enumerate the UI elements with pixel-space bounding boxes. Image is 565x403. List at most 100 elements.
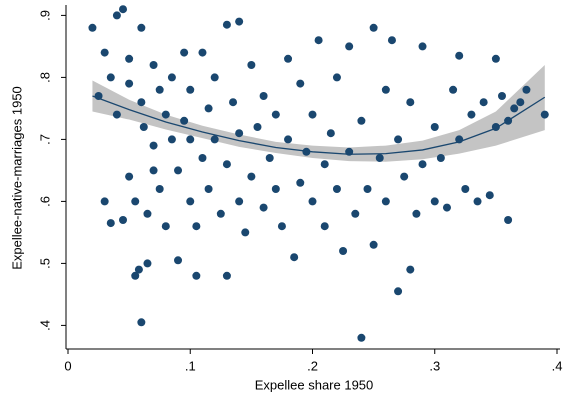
confidence-band [92,65,545,162]
point [253,123,262,131]
y-tick-label: .4 [37,320,52,331]
point [210,135,219,144]
point [412,209,421,218]
x-tick-label: .1 [185,358,196,373]
point [131,271,140,280]
point [241,228,250,237]
point [125,79,134,88]
point [418,42,427,51]
point [247,172,256,181]
y-axis-title: Expellee-native-marriages 1950 [9,86,24,270]
point [363,185,372,193]
point [406,98,415,107]
point [284,54,293,63]
point [461,185,470,193]
point [277,222,286,231]
point [125,54,134,63]
point [290,253,299,262]
point [180,116,189,125]
point [235,17,244,26]
point [381,197,390,206]
point [186,135,195,144]
point [180,48,189,57]
point [137,318,146,327]
point [143,209,152,218]
point [204,104,213,113]
point [406,265,415,274]
point [442,203,451,212]
point [430,123,439,131]
point [149,166,158,175]
x-tick-label: .3 [429,358,440,373]
point [137,23,146,32]
point [381,85,390,94]
point [161,222,170,231]
y-tick-label: .5 [37,258,52,269]
point [436,154,445,162]
y-tick-label: .8 [37,72,52,83]
point [174,166,183,175]
point [271,185,280,193]
point [345,42,354,51]
point [216,209,225,218]
point [167,73,176,82]
point [332,185,341,193]
x-tick-label: .4 [552,358,563,373]
point [100,197,109,206]
point [210,73,219,82]
point [430,197,439,206]
point [222,271,231,280]
point [112,110,121,119]
point [204,185,213,193]
point [320,160,329,169]
point [491,54,500,63]
y-tick-label: .6 [37,196,52,207]
point [308,197,317,206]
point [271,110,280,119]
point [112,11,121,20]
point [320,222,329,231]
point [387,36,396,45]
point [192,271,201,280]
point [88,23,97,32]
point [106,219,115,228]
point [265,154,274,162]
point [143,259,152,268]
point [314,36,323,45]
point [473,197,482,206]
point [485,191,494,200]
point [504,216,513,224]
point [296,79,305,88]
point [418,160,427,169]
point [296,178,305,187]
point [229,98,238,107]
point [119,5,128,14]
point [235,129,244,138]
point [467,110,476,119]
point [332,73,341,82]
fit-line [92,95,546,155]
point [400,172,409,181]
point [134,265,143,274]
y-tick-label: .7 [37,134,52,145]
point [235,197,244,206]
point [222,20,231,29]
point [369,240,378,249]
point [198,154,207,162]
y-tick-label: .9 [37,10,52,21]
point [247,61,256,69]
point [155,185,164,193]
point [137,98,146,107]
point [119,216,128,224]
point [455,51,464,60]
point [357,333,366,342]
point [516,98,525,107]
point [149,61,158,69]
x-tick-label: 0 [64,358,71,373]
point [369,23,378,32]
x-axis-title: Expellee share 1950 [255,377,374,392]
point [192,222,201,231]
point [161,110,170,119]
